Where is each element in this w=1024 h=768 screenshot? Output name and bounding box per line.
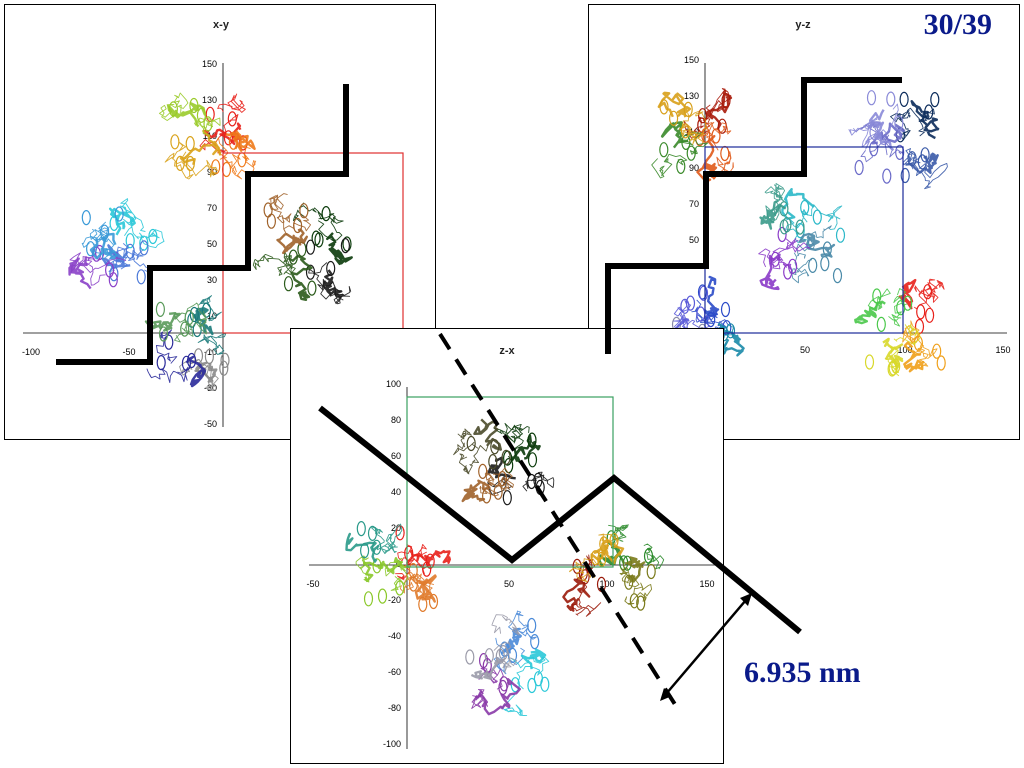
molecule-dark-green-black [252, 193, 353, 305]
slide-number: 30/39 [923, 8, 992, 41]
molecule-cyan-violet [758, 183, 846, 291]
molecule-blue-cyan [465, 610, 550, 716]
yz-y-tick: 70 [689, 199, 699, 209]
yz-y-tick: 130 [684, 91, 699, 101]
molecule-dark-green [453, 418, 555, 506]
zx-y-tick: -60 [388, 667, 401, 677]
yz-y-tick: 50 [689, 235, 699, 245]
zx-y-tick: 40 [391, 487, 401, 497]
xy-y-tick: 70 [207, 203, 217, 213]
zx-y-tick: 80 [391, 415, 401, 425]
molecule-navy [848, 90, 948, 190]
zx-x-tick: 50 [504, 579, 514, 589]
panel-zx: z-x -50 50 100 150 100 80 60 40 20 0 -20 -40 -60 -80… [290, 328, 724, 764]
zx-y-tick: 60 [391, 451, 401, 461]
zx-x-tick: -50 [306, 579, 319, 589]
zx-y-tick: -40 [388, 631, 401, 641]
xy-y-tick: 30 [207, 275, 217, 285]
zx-y-tick: -20 [388, 595, 401, 605]
yz-x-tick: 150 [995, 345, 1010, 355]
xy-x-tick: -100 [22, 347, 40, 357]
zx-x-tick: 100 [599, 579, 614, 589]
zx-y-tick: -100 [383, 739, 401, 749]
xy-y-tick: 130 [202, 95, 217, 105]
zx-x-tick: 150 [699, 579, 714, 589]
xy-y-tick: -30 [204, 383, 217, 393]
molecule-red-orange [158, 92, 257, 180]
xy-x-tick: -50 [122, 347, 135, 357]
molecule-cyan-blue [68, 198, 165, 290]
molecule-rainbow [854, 278, 946, 377]
zx-y-tick: -80 [388, 703, 401, 713]
xy-y-tick: 150 [202, 59, 217, 69]
molecule-teal-gray [144, 295, 230, 391]
panel-yz-title: y-z [795, 19, 811, 31]
panel-xy-title: x-y [213, 19, 229, 31]
yz-y-tick: 150 [684, 55, 699, 65]
yz-x-tick: 100 [897, 345, 912, 355]
zx-y-tick: 100 [386, 379, 401, 389]
yz-x-tick: 50 [800, 345, 810, 355]
dimension-label: 6.935 nm [744, 656, 861, 689]
xy-y-tick: -50 [204, 419, 217, 429]
xy-y-tick: 50 [207, 239, 217, 249]
